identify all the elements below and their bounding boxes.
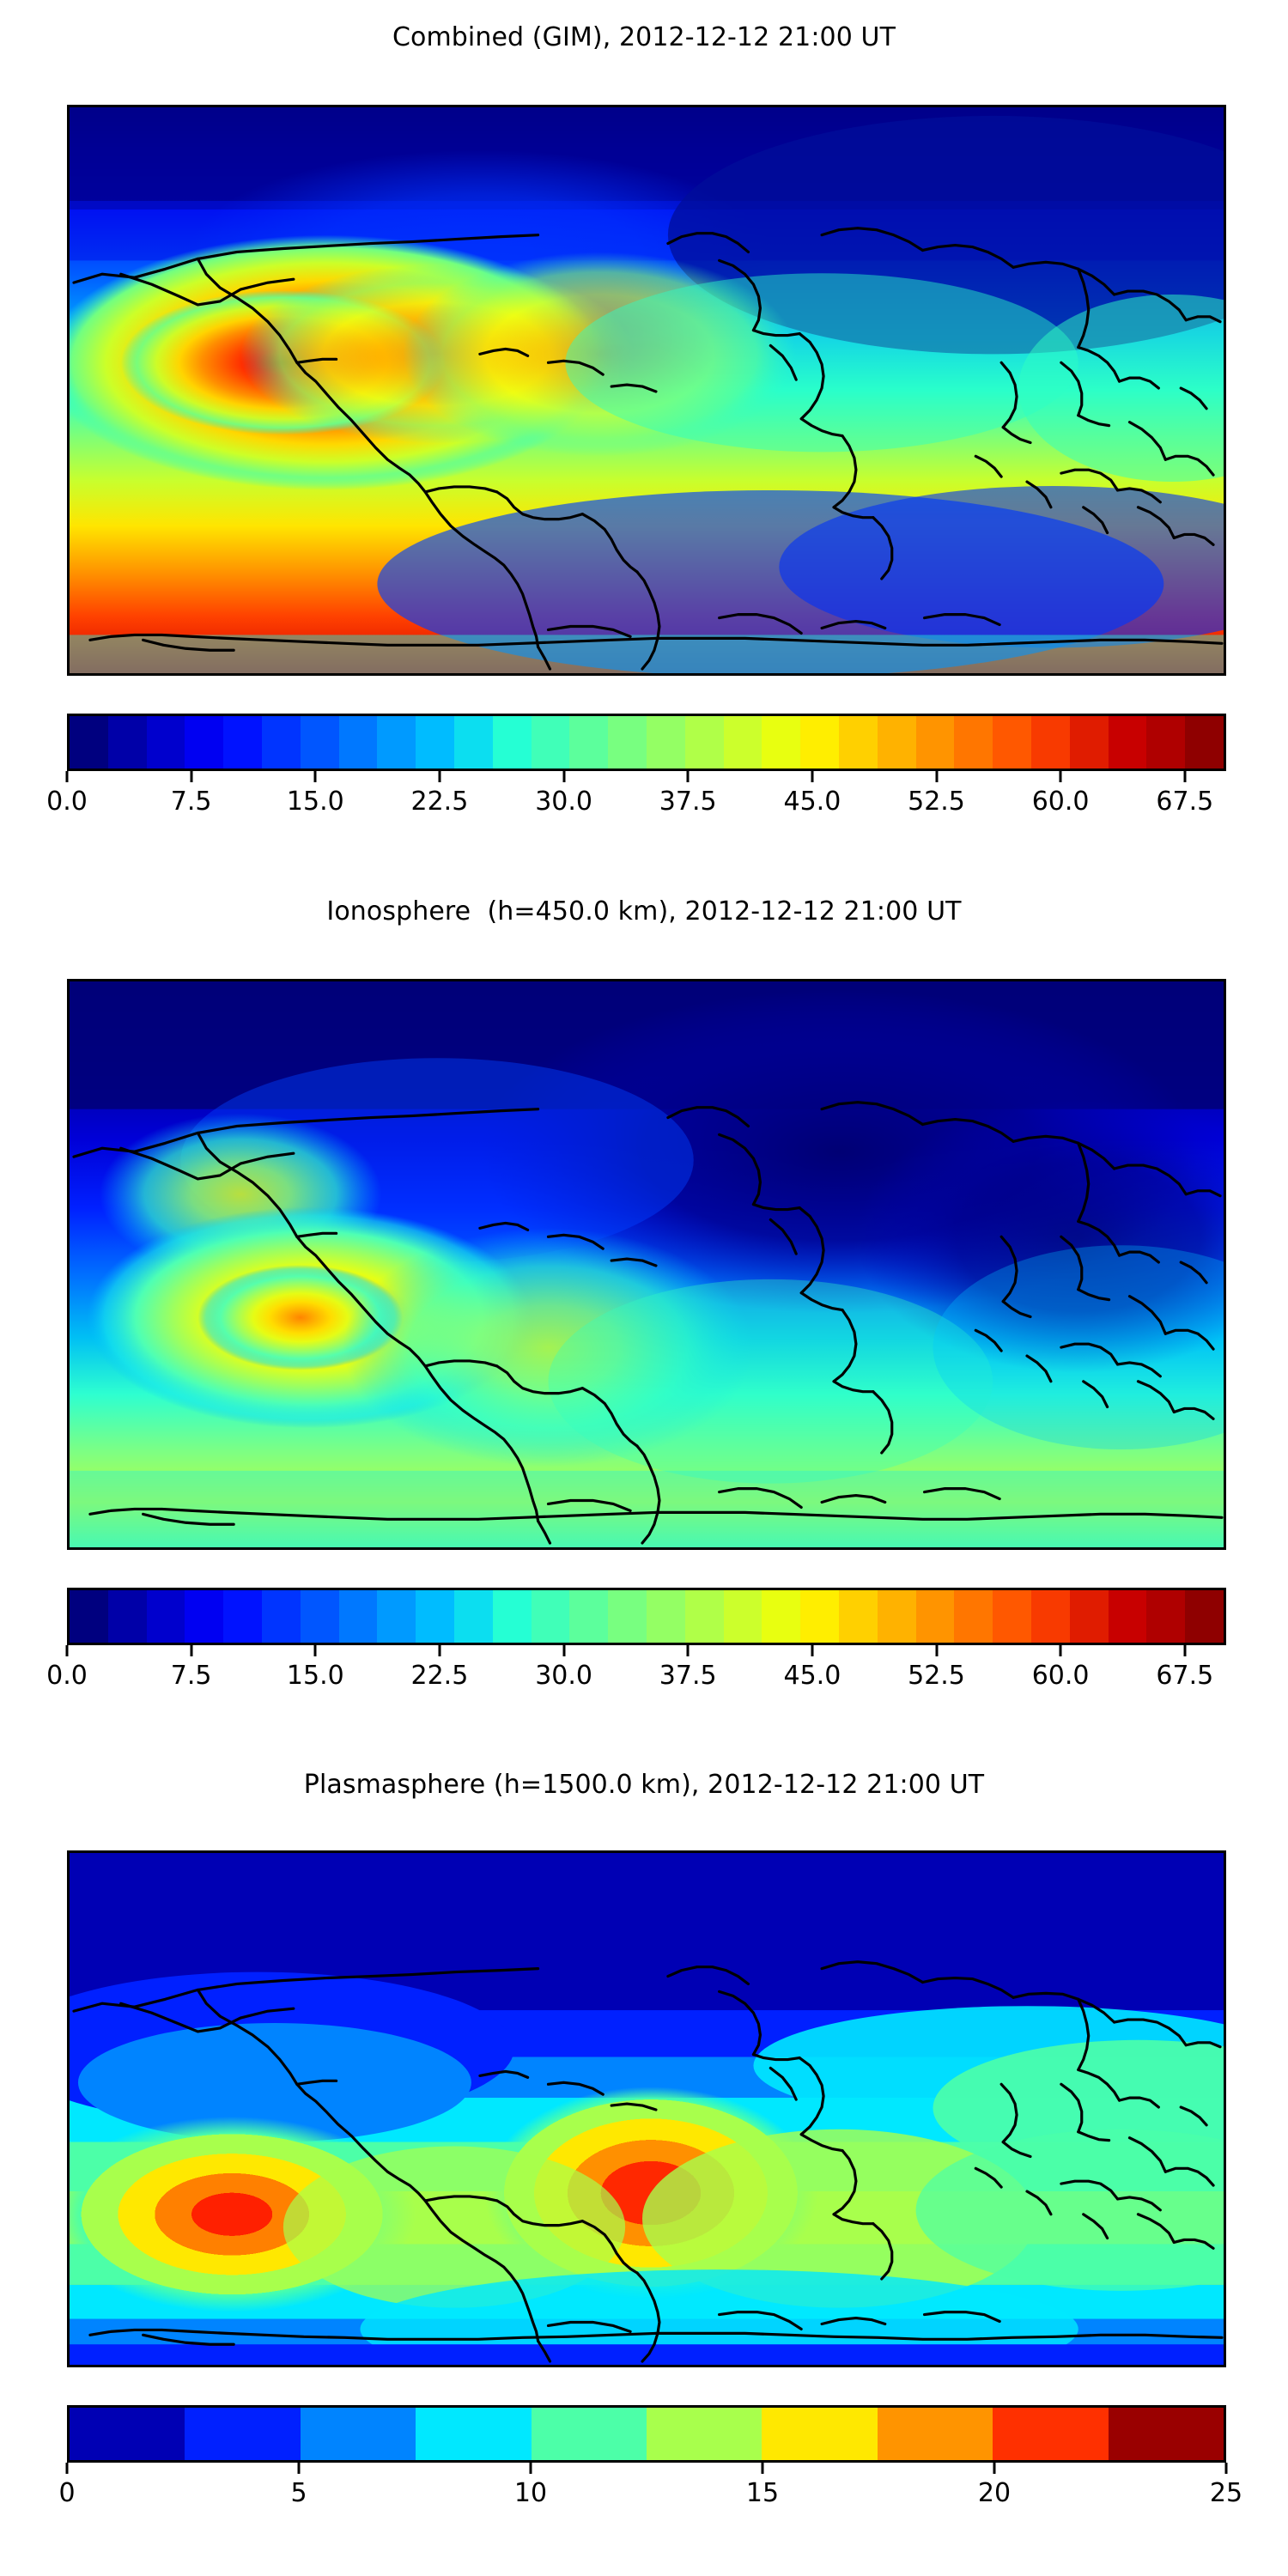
colorbar-tick-label: 52.5 [908, 787, 965, 817]
colorbar-tick-label: 67.5 [1156, 1661, 1214, 1691]
contour-field-plasmasphere [70, 1853, 1224, 2365]
colorbar-tick-label: 15.0 [286, 1661, 344, 1691]
map-field-combined-gim [70, 107, 1224, 673]
colorbar-tick-label: 45.0 [783, 787, 841, 817]
colorbar-labels-combined-gim: 0.0 7.5 15.0 22.5 30.0 37.5 45.0 52.5 60… [0, 787, 1288, 823]
colorbar-tick-label: 45.0 [783, 1661, 841, 1691]
contour-field-combined-gim [70, 107, 1224, 673]
colorbar-tick-label: 0.0 [46, 1661, 88, 1691]
colorbar-bands [70, 716, 1224, 769]
colorbar-tick-label: 30.0 [535, 787, 592, 817]
panel-title-plasmasphere: Plasmasphere (h=1500.0 km), 2012-12-12 2… [303, 1770, 985, 1800]
colorbar-tick-label: 22.5 [410, 787, 469, 817]
map-combined-gim [67, 105, 1226, 676]
colorbar-tick-label: 37.5 [659, 787, 717, 817]
panel-combined-gim: Combined (GIM), 2012-12-12 21:00 UT [0, 0, 1288, 859]
colorbar-tick-label: 0 [58, 2478, 76, 2508]
colorbar-tick-label: 52.5 [908, 1661, 965, 1691]
coastlines [72, 227, 1224, 671]
colorbar-plasmasphere [67, 2405, 1226, 2463]
colorbar-tick-label: 20 [977, 2478, 1012, 2508]
colorbar-tick-label: 60.0 [1031, 1661, 1090, 1691]
colorbar-ionosphere [67, 1588, 1226, 1645]
panel-ionosphere-450km: Ionosphere (h=450.0 km), 2012-12-12 21:0… [0, 874, 1288, 1733]
colorbar-tick-label: 25 [1209, 2478, 1243, 2508]
colorbar-bands [70, 2408, 1224, 2460]
map-ionosphere-450km [67, 979, 1226, 1550]
map-field-ionosphere [70, 981, 1224, 1547]
colorbar-tick-label: 67.5 [1156, 787, 1214, 817]
panel-title-ionosphere: Ionosphere (h=450.0 km), 2012-12-12 21:0… [326, 896, 962, 927]
colorbar-tick-label: 10 [513, 2478, 548, 2508]
colorbar-tick-label: 60.0 [1031, 787, 1090, 817]
contour-field-ionosphere [70, 981, 1224, 1547]
colorbar-labels-ionosphere: 0.0 7.5 15.0 22.5 30.0 37.5 45.0 52.5 60… [0, 1661, 1288, 1697]
colorbar-bands [70, 1590, 1224, 1643]
colorbar-ticks-ionosphere [65, 1645, 1226, 1656]
colorbar-labels-plasmasphere: 0 5 10 15 20 25 [0, 2478, 1288, 2514]
coastlines [72, 1101, 1224, 1545]
colorbar-tick-label: 7.5 [170, 787, 212, 817]
colorbar-tick-label: 15.0 [286, 787, 344, 817]
coastlines [72, 1960, 1224, 2363]
panel-plasmasphere-1500km: Plasmasphere (h=1500.0 km), 2012-12-12 2… [0, 1747, 1288, 2576]
map-field-plasmasphere [70, 1853, 1224, 2365]
colorbar-combined-gim [67, 714, 1226, 771]
colorbar-tick-label: 37.5 [659, 1661, 717, 1691]
colorbar-tick-label: 15 [745, 2478, 780, 2508]
colorbar-tick-label: 30.0 [535, 1661, 592, 1691]
colorbar-ticks-combined-gim [65, 771, 1226, 782]
colorbar-tick-label: 7.5 [170, 1661, 212, 1691]
colorbar-tick-label: 22.5 [410, 1661, 469, 1691]
colorbar-tick-label: 0.0 [46, 787, 88, 817]
map-plasmasphere-1500km [67, 1850, 1226, 2367]
panel-title-combined-gim: Combined (GIM), 2012-12-12 21:00 UT [392, 22, 896, 52]
colorbar-tick-label: 5 [290, 2478, 307, 2508]
colorbar-ticks-plasmasphere [65, 2463, 1228, 2474]
